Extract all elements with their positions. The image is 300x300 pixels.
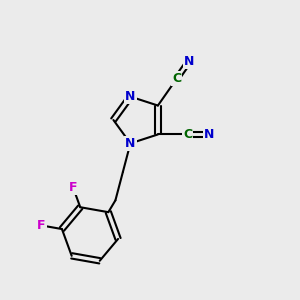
Text: N: N bbox=[125, 137, 136, 150]
Text: F: F bbox=[69, 181, 77, 194]
Text: F: F bbox=[37, 219, 46, 232]
Text: C: C bbox=[172, 72, 182, 85]
Text: N: N bbox=[184, 55, 194, 68]
Text: N: N bbox=[125, 90, 136, 103]
Text: C: C bbox=[183, 128, 193, 141]
Text: N: N bbox=[204, 128, 214, 141]
